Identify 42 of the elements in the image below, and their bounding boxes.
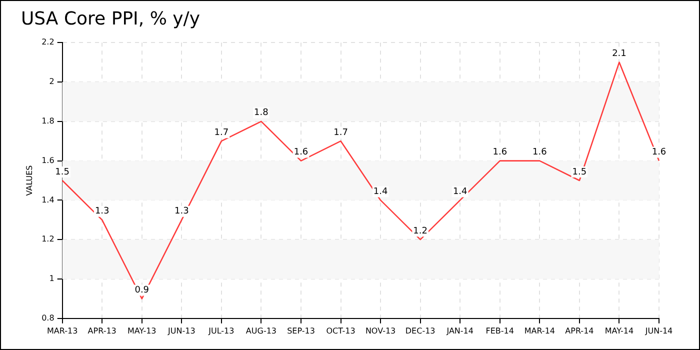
x-tick-label: FEB-14 <box>486 326 514 336</box>
y-tick-label: 1.2 <box>42 234 54 244</box>
x-tick-label: MAR-13 <box>46 326 78 336</box>
data-label: 1.4 <box>373 187 388 198</box>
y-tick-label: 1.6 <box>42 156 54 165</box>
x-tick-label: OCT-13 <box>326 326 356 336</box>
y-tick-label: 1.8 <box>42 116 54 126</box>
chart-title: USA Core PPI, % y/y <box>21 8 200 30</box>
x-tick-label: NOV-13 <box>365 326 396 336</box>
x-tick-label: JUL-13 <box>208 326 234 336</box>
x-tick-label: MAY-13 <box>127 326 156 336</box>
data-label: 1.6 <box>294 148 308 158</box>
x-tick-label: MAY-14 <box>604 326 634 336</box>
x-tick-label: APR-14 <box>565 326 594 336</box>
data-label: 0.9 <box>134 286 150 296</box>
y-tick-label: 1 <box>49 274 54 284</box>
x-tick-label: SEP-13 <box>287 326 315 336</box>
y-tick-label: 2 <box>49 77 54 86</box>
data-label: 1.7 <box>334 128 348 138</box>
y-tick-label: 0.8 <box>42 313 54 322</box>
y-tick-label: 1.4 <box>42 195 54 204</box>
x-tick-label: APR-13 <box>88 326 116 336</box>
x-tick-label: JUN-14 <box>644 326 673 336</box>
data-label: 1.6 <box>652 148 666 158</box>
data-label: 1.2 <box>413 226 428 236</box>
data-label: 1.6 <box>532 148 548 158</box>
x-tick-label: JAN-14 <box>446 326 474 336</box>
x-tick-label: AUG-13 <box>246 326 277 336</box>
data-label: 1.6 <box>492 148 508 158</box>
data-label: 1.4 <box>452 187 468 198</box>
data-label: 1.7 <box>214 128 229 138</box>
x-tick-label: MAR-14 <box>524 326 556 336</box>
x-tick-label: DEC-13 <box>405 326 436 336</box>
data-label: 1.5 <box>55 167 70 178</box>
data-label: 1.3 <box>174 206 189 217</box>
data-label: 1.5 <box>572 167 587 178</box>
y-tick-label: 2.2 <box>42 38 54 47</box>
data-label: 2.1 <box>612 49 626 60</box>
y-axis-title: VALUES <box>24 165 34 196</box>
data-label: 1.8 <box>254 108 269 118</box>
data-label: 1.3 <box>94 206 110 217</box>
x-tick-label: JUN-13 <box>167 326 196 336</box>
